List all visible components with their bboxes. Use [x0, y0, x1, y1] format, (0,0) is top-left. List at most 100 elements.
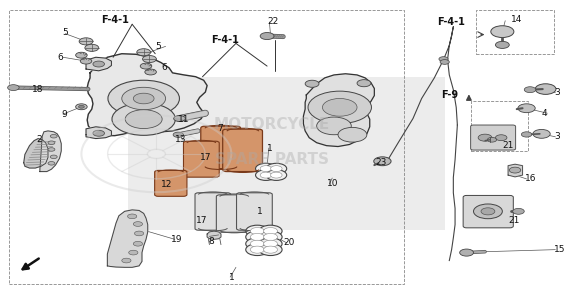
- Circle shape: [79, 38, 93, 45]
- Circle shape: [308, 91, 372, 123]
- Circle shape: [48, 162, 55, 165]
- Circle shape: [271, 172, 282, 178]
- Circle shape: [246, 225, 269, 237]
- Polygon shape: [86, 57, 112, 71]
- FancyBboxPatch shape: [216, 195, 252, 232]
- Circle shape: [264, 228, 277, 235]
- Text: 21: 21: [508, 216, 520, 225]
- Circle shape: [79, 105, 84, 108]
- FancyBboxPatch shape: [183, 141, 219, 177]
- Polygon shape: [40, 131, 61, 172]
- FancyBboxPatch shape: [155, 170, 187, 196]
- Text: 3: 3: [554, 88, 560, 97]
- Circle shape: [374, 157, 391, 166]
- Circle shape: [533, 129, 550, 138]
- Text: 5: 5: [155, 42, 161, 51]
- Text: 20: 20: [283, 238, 295, 247]
- Circle shape: [76, 104, 87, 110]
- Circle shape: [140, 63, 152, 69]
- Circle shape: [260, 166, 272, 172]
- FancyBboxPatch shape: [463, 195, 513, 228]
- Text: 3: 3: [554, 132, 560, 141]
- Text: 17: 17: [195, 216, 207, 225]
- Bar: [470, 101, 528, 151]
- Circle shape: [173, 116, 185, 121]
- FancyBboxPatch shape: [223, 129, 262, 172]
- Circle shape: [264, 234, 277, 241]
- Circle shape: [255, 170, 276, 180]
- Text: 8: 8: [208, 237, 214, 246]
- Circle shape: [122, 258, 131, 263]
- Text: F-9: F-9: [440, 90, 458, 100]
- Text: F-4-1: F-4-1: [437, 17, 465, 27]
- Circle shape: [259, 238, 282, 250]
- Circle shape: [250, 240, 264, 247]
- Circle shape: [305, 80, 319, 87]
- Text: 10: 10: [327, 179, 338, 188]
- Polygon shape: [108, 210, 148, 267]
- Circle shape: [128, 214, 137, 219]
- Circle shape: [76, 52, 87, 58]
- Text: 22: 22: [267, 17, 279, 26]
- Circle shape: [50, 134, 57, 138]
- Circle shape: [259, 231, 282, 243]
- Circle shape: [125, 110, 162, 128]
- Text: 15: 15: [554, 245, 566, 254]
- Bar: [128, 77, 444, 231]
- Circle shape: [264, 246, 277, 253]
- Circle shape: [323, 99, 357, 116]
- Circle shape: [255, 163, 276, 174]
- Circle shape: [246, 231, 269, 243]
- Circle shape: [338, 127, 367, 142]
- Text: 21: 21: [502, 141, 514, 149]
- Circle shape: [535, 84, 556, 94]
- Text: 17: 17: [199, 153, 211, 162]
- Circle shape: [48, 148, 55, 151]
- Circle shape: [473, 204, 502, 219]
- Circle shape: [495, 135, 507, 141]
- Circle shape: [122, 87, 166, 110]
- Polygon shape: [303, 74, 375, 147]
- Circle shape: [134, 242, 143, 246]
- FancyBboxPatch shape: [201, 126, 240, 169]
- Circle shape: [264, 240, 277, 247]
- Circle shape: [487, 137, 497, 142]
- Text: 5: 5: [62, 28, 68, 37]
- Circle shape: [246, 238, 269, 250]
- Circle shape: [259, 244, 282, 255]
- Circle shape: [246, 244, 269, 255]
- Circle shape: [521, 132, 532, 137]
- Text: 14: 14: [511, 15, 523, 24]
- Circle shape: [85, 44, 99, 52]
- Circle shape: [266, 163, 287, 174]
- Text: MOTORCYCLE: MOTORCYCLE: [214, 117, 330, 132]
- Circle shape: [317, 117, 351, 135]
- Circle shape: [266, 170, 287, 180]
- Circle shape: [518, 104, 535, 113]
- Bar: [9, 9, 405, 284]
- Text: 1: 1: [267, 144, 273, 152]
- Text: 7: 7: [217, 124, 223, 133]
- Text: 6: 6: [57, 53, 63, 62]
- Circle shape: [134, 222, 143, 226]
- Text: 2: 2: [36, 135, 42, 144]
- Circle shape: [513, 208, 524, 214]
- FancyBboxPatch shape: [195, 193, 231, 230]
- Polygon shape: [86, 127, 112, 139]
- Circle shape: [357, 80, 371, 87]
- Circle shape: [250, 234, 264, 241]
- Text: 4: 4: [542, 109, 547, 118]
- Circle shape: [135, 231, 144, 236]
- Circle shape: [250, 246, 264, 253]
- Text: 19: 19: [171, 235, 182, 244]
- Circle shape: [137, 49, 151, 56]
- FancyBboxPatch shape: [470, 125, 516, 150]
- Circle shape: [440, 59, 449, 64]
- Circle shape: [129, 250, 138, 255]
- Circle shape: [259, 225, 282, 237]
- Circle shape: [134, 93, 154, 104]
- Circle shape: [478, 134, 492, 141]
- Circle shape: [108, 80, 179, 117]
- Circle shape: [495, 41, 509, 49]
- Circle shape: [260, 33, 274, 40]
